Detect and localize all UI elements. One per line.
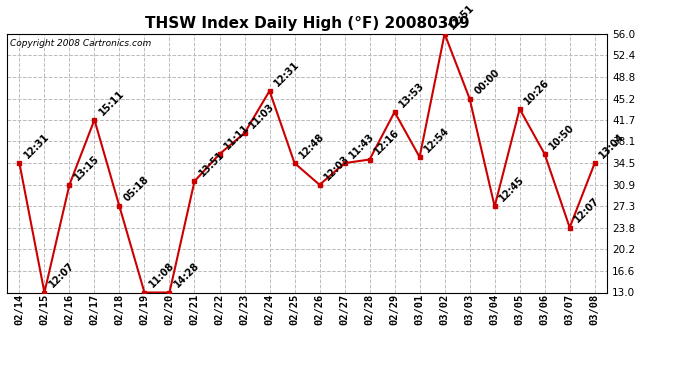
Title: THSW Index Daily High (°F) 20080309: THSW Index Daily High (°F) 20080309: [145, 16, 469, 31]
Text: Copyright 2008 Cartronics.com: Copyright 2008 Cartronics.com: [10, 39, 151, 48]
Text: 13:53: 13:53: [397, 80, 426, 109]
Text: 00:00: 00:00: [473, 67, 502, 96]
Text: 13:15: 13:15: [72, 153, 101, 182]
Text: 11:11: 11:11: [222, 122, 251, 152]
Text: 11:03: 11:03: [247, 101, 276, 130]
Text: 05:18: 05:18: [122, 175, 151, 204]
Text: 12:31: 12:31: [22, 131, 51, 160]
Text: 10:50: 10:50: [547, 122, 576, 152]
Text: 12:45: 12:45: [497, 175, 526, 204]
Text: 13:04: 13:04: [598, 131, 627, 160]
Text: 12:31: 12:31: [273, 59, 302, 88]
Text: 12:48: 12:48: [297, 131, 326, 160]
Text: 11:51: 11:51: [447, 2, 476, 31]
Text: 12:16: 12:16: [373, 128, 402, 157]
Text: 12:03: 12:03: [322, 153, 351, 182]
Text: 10:26: 10:26: [522, 77, 551, 106]
Text: 11:08: 11:08: [147, 261, 177, 290]
Text: 14:28: 14:28: [172, 261, 201, 290]
Text: 11:43: 11:43: [347, 131, 376, 160]
Text: 13:51: 13:51: [197, 149, 226, 178]
Text: 12:07: 12:07: [47, 261, 76, 290]
Text: 15:11: 15:11: [97, 88, 126, 117]
Text: 12:54: 12:54: [422, 125, 451, 154]
Text: 12:07: 12:07: [573, 196, 602, 225]
